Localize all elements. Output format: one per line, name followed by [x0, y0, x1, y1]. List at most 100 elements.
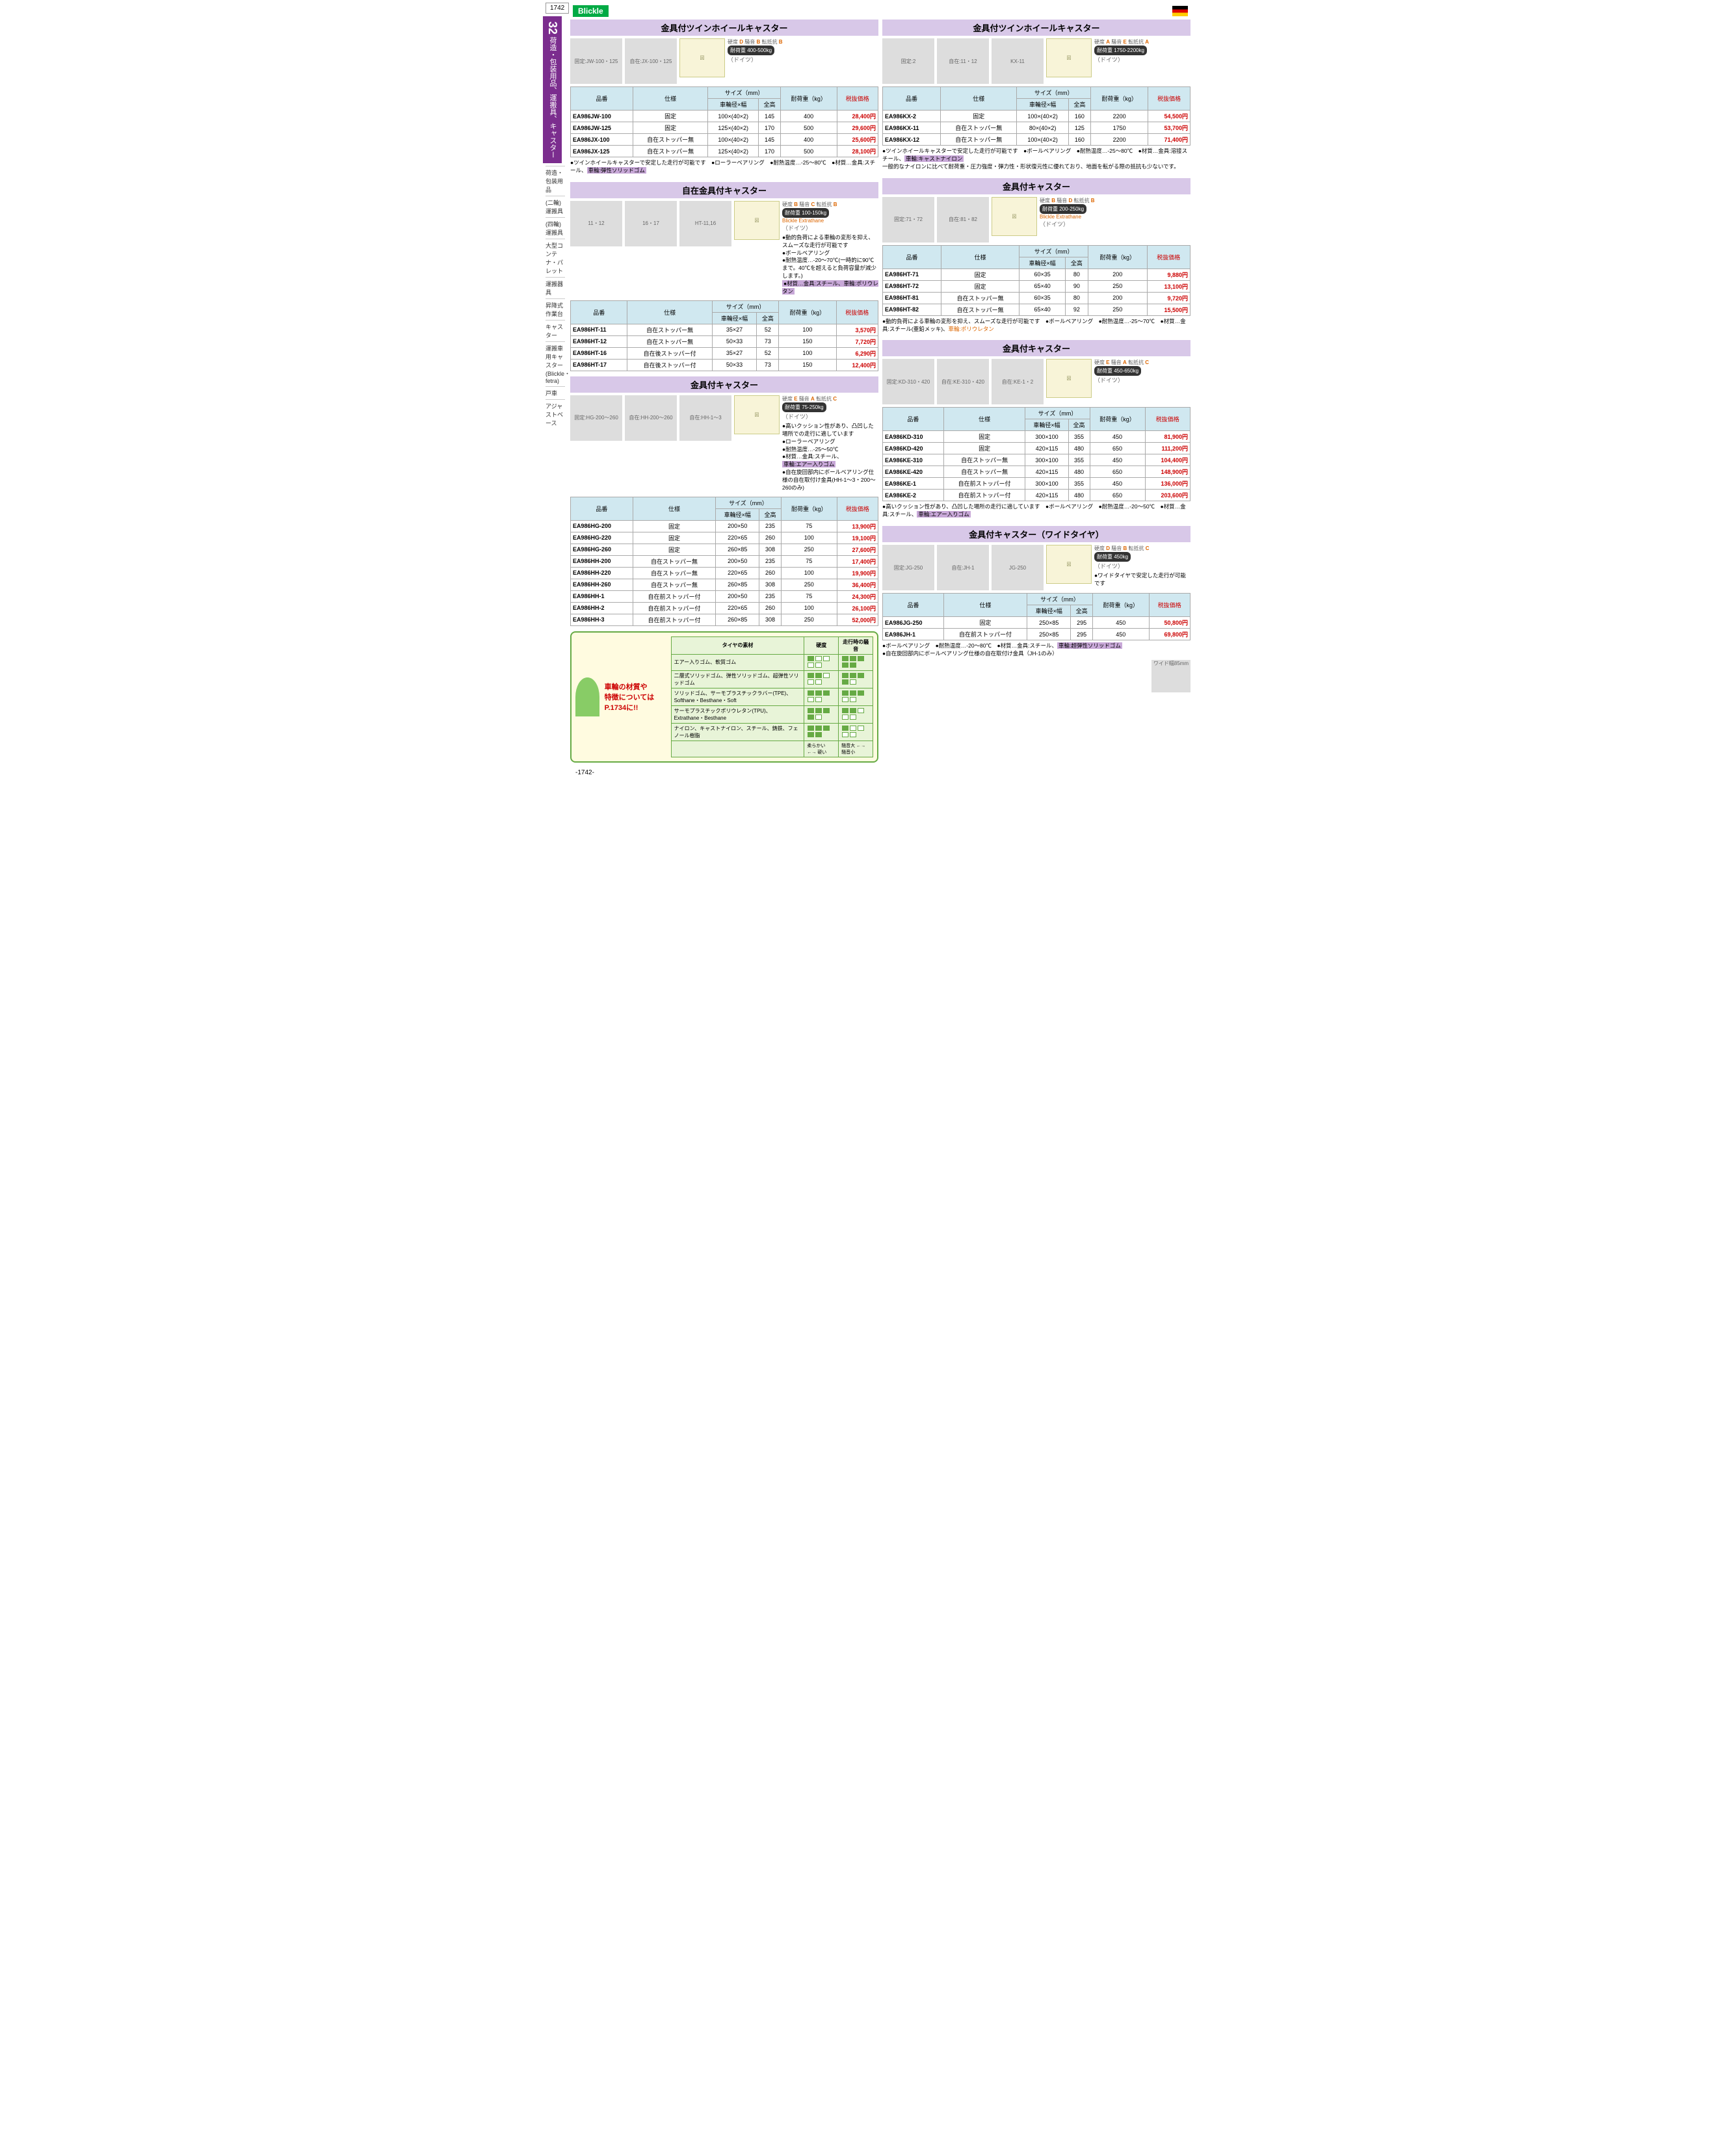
price-cell: 26,100円 [837, 602, 878, 614]
table-row: EA986KE-2 自在前ストッパー付 420×115 480 650 203,… [883, 490, 1190, 501]
part-number: EA986JH-1 [883, 629, 944, 640]
part-number: EA986KD-420 [883, 443, 944, 454]
height-cell: 92 [1065, 304, 1088, 315]
spec-cell: 固定 [633, 532, 716, 544]
height-cell: 480 [1068, 466, 1090, 478]
spec-cell: 固定 [941, 280, 1019, 292]
spec-cell: 自在後ストッパー付 [627, 347, 712, 359]
table-row: EA986HH-200 自在ストッパー無 200×50 235 75 17,40… [571, 555, 878, 567]
load-cell: 650 [1090, 466, 1145, 478]
dimension-diagram: 図 [734, 395, 780, 434]
rating-box: 硬度 E 騒音 A 転抵抗 C 耐荷重 75-250kg （ドイツ） [782, 395, 878, 421]
table-row: EA986KX-2 固定 100×(40×2) 160 2200 54,500円 [883, 111, 1190, 122]
part-number: EA986JX-100 [571, 134, 633, 146]
product-section: 自在金具付キャスター 11・1216・17HT-11,16図 硬度 B 騒音 C… [570, 182, 878, 371]
wheel-cell: 200×50 [716, 520, 759, 532]
spec-cell: 自在ストッパー無 [943, 466, 1025, 478]
price-cell: 50,800円 [1149, 617, 1190, 629]
load-badge: 耐荷重 100-150kg [782, 208, 829, 218]
table-row: EA986KD-310 固定 300×100 355 450 81,900円 [883, 431, 1190, 443]
price-cell: 19,900円 [837, 567, 878, 579]
load-cell: 500 [780, 122, 837, 134]
section-notes: ●高いクッション性があり、凸凹した場所の走行に適しています ●ボールベアリング … [882, 501, 1190, 521]
wheel-cell: 100×(40×2) [1017, 134, 1068, 146]
side-category-item: アジャストベース [546, 399, 565, 429]
part-number: EA986HT-16 [571, 347, 627, 359]
section-title: 金具付ツインホイールキャスター [882, 20, 1190, 36]
catalog-page: 1742 32 荷造・包装用品、運搬具、キャスター 荷造・包装用品(二輪)運搬具… [543, 0, 1193, 781]
section-title: 金具付ツインホイールキャスター [570, 20, 878, 36]
section-number: 32 [546, 21, 559, 34]
price-cell: 136,000円 [1145, 478, 1190, 490]
table-row: EA986JW-100 固定 100×(40×2) 145 400 28,400… [571, 111, 878, 122]
price-cell: 28,400円 [837, 111, 878, 122]
product-table: 品番仕様サイズ（mm）耐荷重（kg）税抜価格 車輪径×幅全高 EA986HT-1… [570, 300, 878, 371]
spec-cell: 自在前ストッパー付 [633, 602, 716, 614]
table-row: EA986JX-100 自在ストッパー無 100×(40×2) 145 400 … [571, 134, 878, 146]
spec-cell: 自在前ストッパー付 [943, 478, 1025, 490]
table-row: EA986HT-81 自在ストッパー無 60×35 80 200 9,720円 [883, 292, 1190, 304]
table-row: EA986HT-82 自在ストッパー無 65×40 92 250 15,500円 [883, 304, 1190, 315]
dimension-diagram: 図 [1046, 545, 1092, 584]
load-badge: 耐荷重 400-500kg [728, 46, 774, 55]
wheel-cell: 100×(40×2) [708, 111, 759, 122]
height-cell: 260 [759, 532, 781, 544]
wheel-cell: 200×50 [716, 590, 759, 602]
spec-cell: 自在ストッパー無 [941, 304, 1019, 315]
section-title: 金具付キャスター [882, 178, 1190, 194]
section-title: 荷造・包装用品、運搬具、キャスター [549, 36, 557, 158]
callout-text1: 車輪の材質や [605, 681, 666, 692]
product-image: 固定:2 [882, 38, 934, 84]
price-cell: 13,100円 [1147, 280, 1190, 292]
height-cell: 235 [759, 590, 781, 602]
spec-cell: 自在前ストッパー付 [943, 490, 1025, 501]
spec-cell: 自在ストッパー無 [941, 134, 1017, 146]
height-cell: 170 [759, 122, 781, 134]
table-row: EA986JH-1 自在前ストッパー付 250×85 295 450 69,80… [883, 629, 1190, 640]
load-cell: 100 [781, 532, 837, 544]
load-cell: 150 [779, 335, 836, 347]
height-cell: 90 [1065, 280, 1088, 292]
price-cell: 81,900円 [1145, 431, 1190, 443]
side-category-item: 戸車 [546, 386, 565, 399]
price-cell: 29,600円 [837, 122, 878, 134]
brand-row: Blickle [570, 3, 1190, 20]
load-cell: 450 [1092, 617, 1149, 629]
load-cell: 450 [1090, 478, 1145, 490]
main-content: Blickle 金具付ツインホイールキャスター 固定:JW-100・125 自在:… [568, 0, 1193, 781]
wheel-cell: 300×100 [1025, 431, 1068, 443]
part-number: EA986HH-220 [571, 567, 633, 579]
price-cell: 7,720円 [836, 335, 878, 347]
material-row: ナイロン、キャストナイロン、スチール、鋳鉄、フェノール樹脂 [671, 723, 873, 741]
section-notes: ●ツインホイールキャスターで安定した走行が可能です ●ボールベアリング ●耐熱温… [882, 146, 1190, 173]
spec-cell: 固定 [633, 122, 708, 134]
wheel-cell: 220×65 [716, 602, 759, 614]
wheel-cell: 50×33 [712, 335, 757, 347]
part-number: EA986HG-200 [571, 520, 633, 532]
part-number: EA986HT-72 [883, 280, 941, 292]
load-cell: 250 [1088, 280, 1147, 292]
wheel-cell: 220×65 [716, 567, 759, 579]
spec-cell: 自在ストッパー無 [633, 146, 708, 157]
price-cell: 71,400円 [1148, 134, 1190, 146]
product-section: 金具付キャスター 固定:KD-310・420自在:KE-310・420自在:KE… [882, 340, 1190, 521]
part-number: EA986HH-3 [571, 614, 633, 625]
product-image: KX-11 [992, 38, 1044, 84]
section-notes: ●動的負荷による車輪の変形を抑え、スムーズな走行が可能です ●ボールベアリング … [882, 316, 1190, 335]
table-row: EA986HH-3 自在前ストッパー付 260×85 308 250 52,00… [571, 614, 878, 625]
price-cell: 15,500円 [1147, 304, 1190, 315]
wheel-cell: 60×35 [1019, 292, 1066, 304]
product-image: 自在:11・12 [937, 38, 989, 84]
price-cell: 12,400円 [836, 359, 878, 371]
part-number: EA986HH-1 [571, 590, 633, 602]
product-image: 固定:JW-100・125 [570, 38, 622, 84]
price-cell: 54,500円 [1148, 111, 1190, 122]
wheel-cell: 420×115 [1025, 466, 1068, 478]
part-number: EA986KE-310 [883, 454, 944, 466]
material-row: サーモプラスチックポリウレタン(TPU)、Extrathane・Besthane [671, 705, 873, 723]
section-bullets: ●動的負荷による車輪の変形を抑え、スムーズな走行が可能です●ボールベアリング●耐… [782, 232, 878, 298]
part-number: EA986KX-2 [883, 111, 941, 122]
spec-cell: 自在前ストッパー付 [943, 629, 1027, 640]
wheel-cell: 420×115 [1025, 443, 1068, 454]
wheel-cell: 300×100 [1025, 478, 1068, 490]
